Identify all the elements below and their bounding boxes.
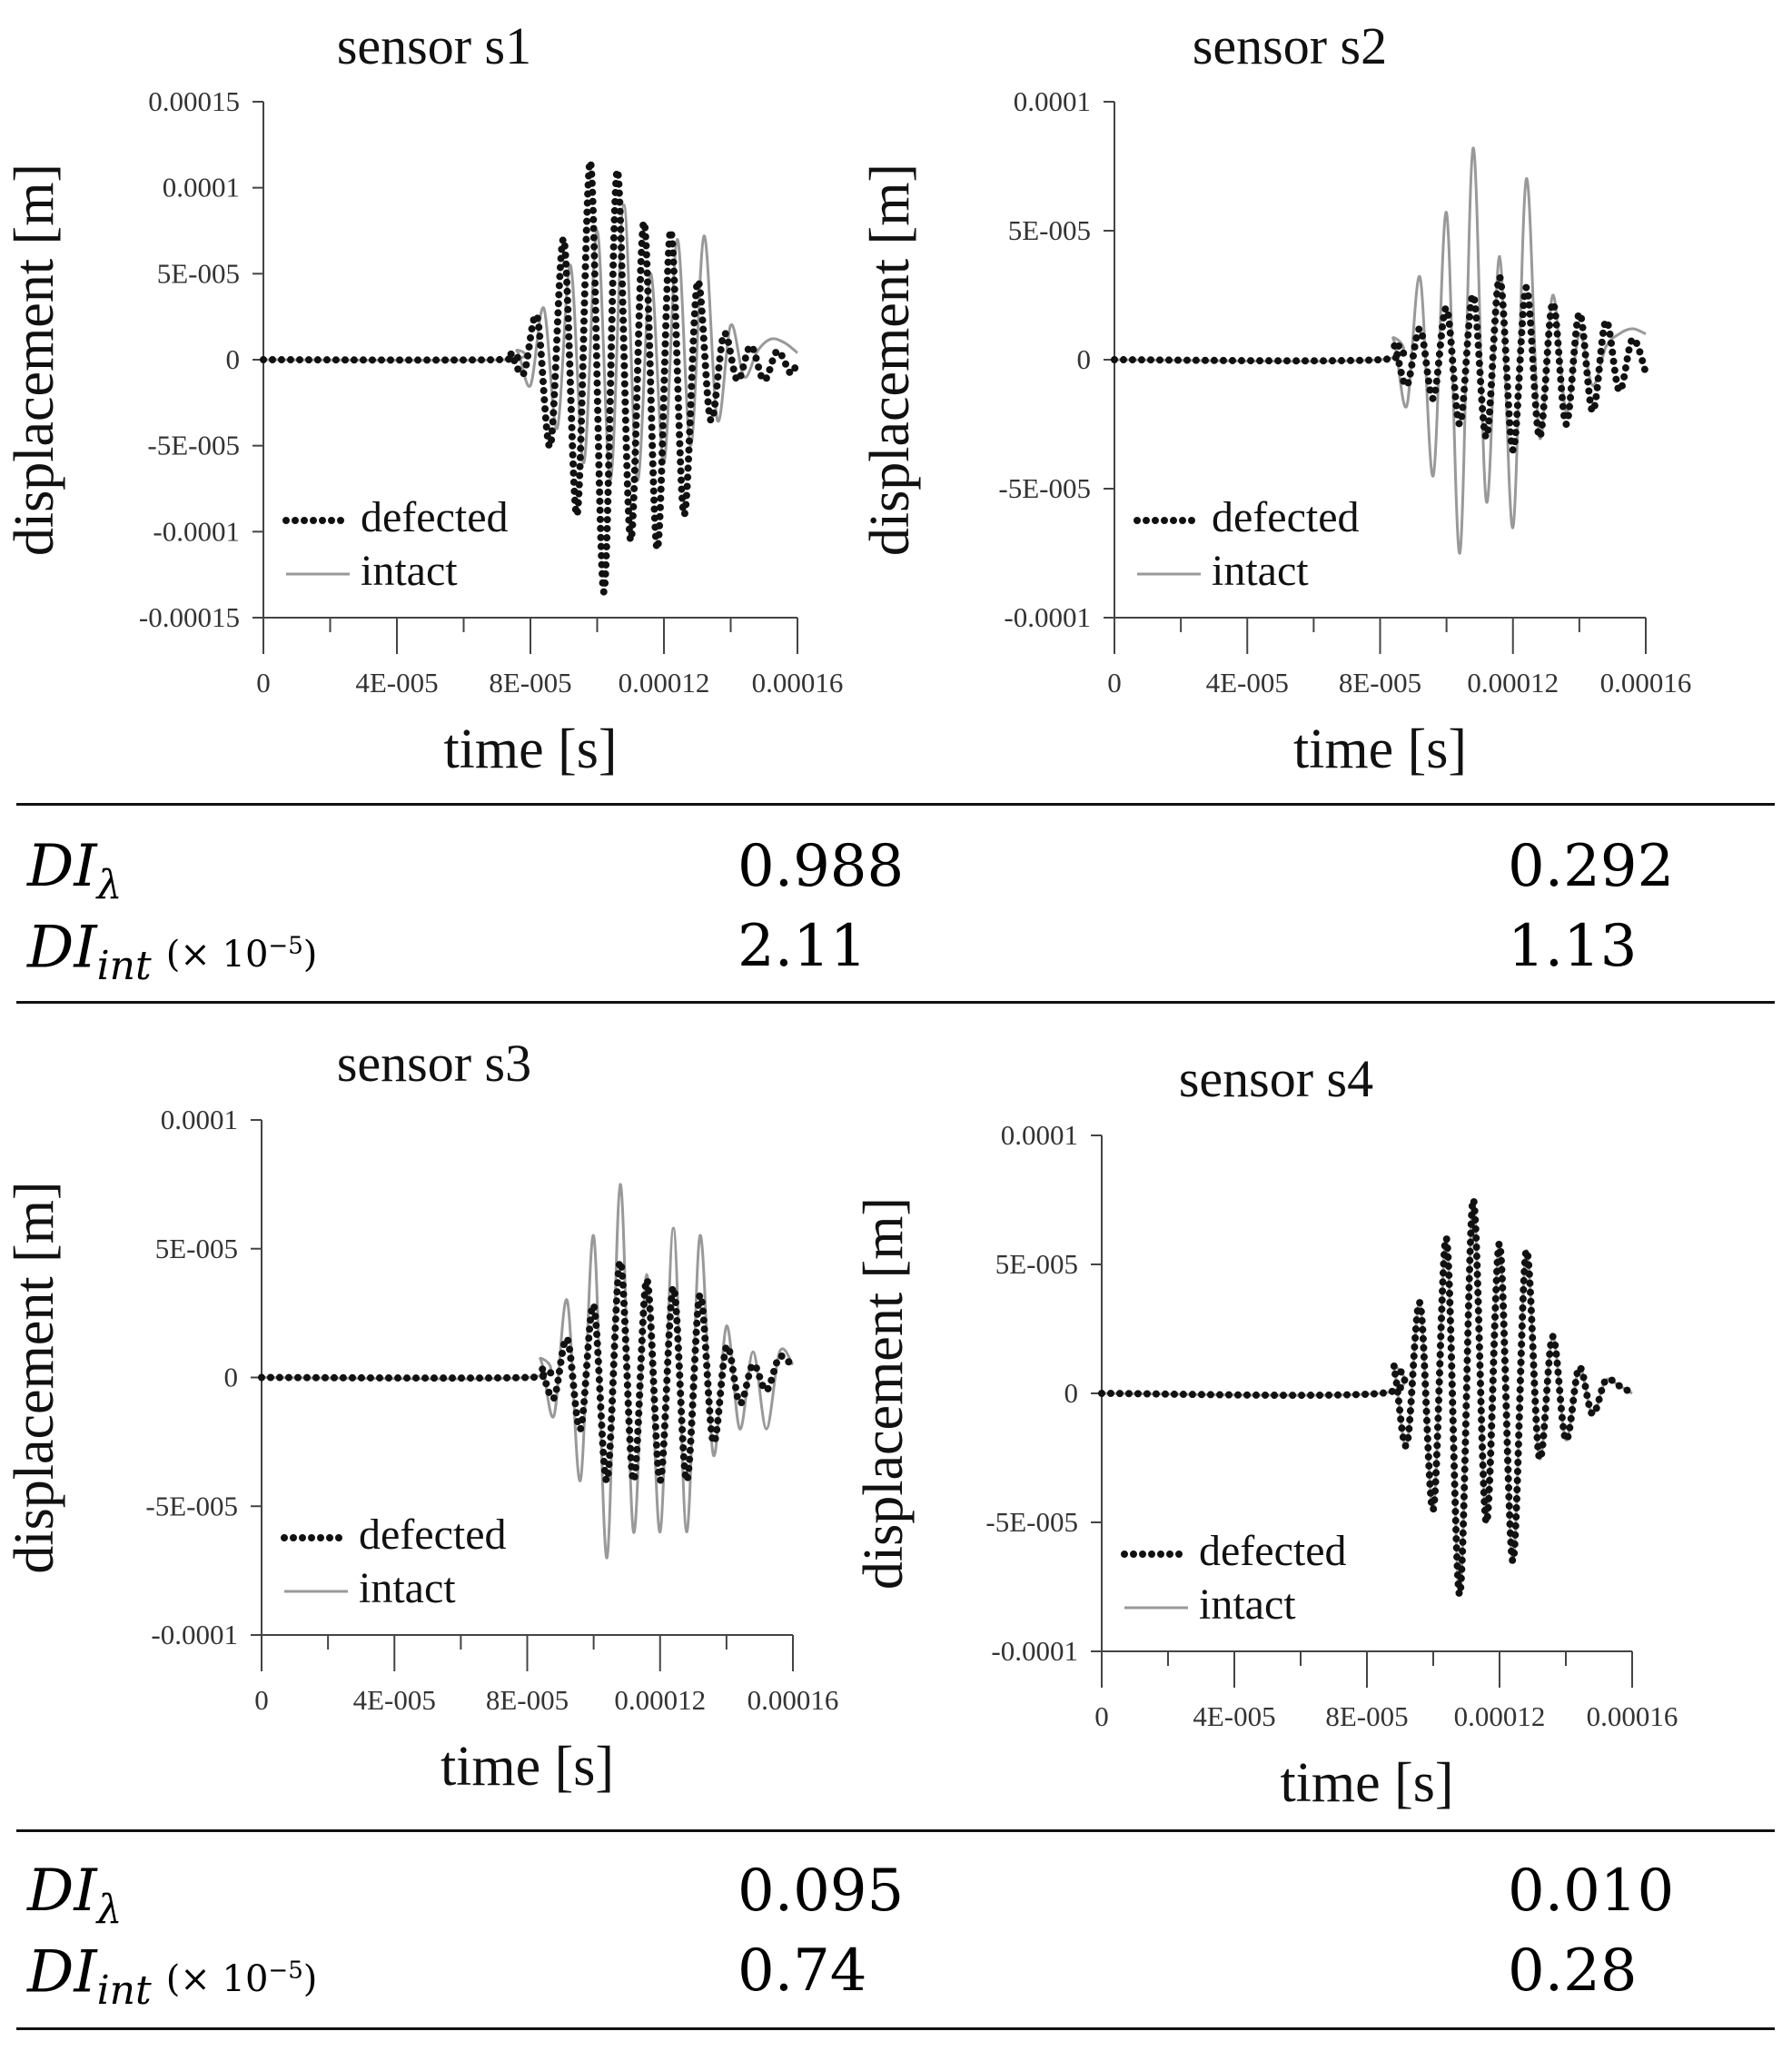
table-rule-top-2 <box>16 1829 1775 1832</box>
di-int-multiplier: (× 10−5) <box>165 1957 318 2001</box>
x-tick-label: 0.00012 <box>614 1684 706 1716</box>
di-int-s4: 0.28 <box>1508 1937 1638 2005</box>
chart-title: sensor s4 <box>1179 1049 1373 1108</box>
x-tick-label: 0.00016 <box>747 1684 839 1716</box>
di-int-s1: 2.11 <box>738 913 867 980</box>
y-tick-label: 0 <box>1064 1377 1079 1409</box>
x-tick-label: 0 <box>1107 667 1122 699</box>
x-tick-label: 0.00012 <box>1454 1700 1546 1732</box>
legend-label-defected: defected <box>361 493 509 541</box>
y-tick-label: 5E-005 <box>995 1248 1078 1280</box>
legend-label-intact: intact <box>359 1564 456 1612</box>
y-axis-label: displacement [m] <box>859 163 921 556</box>
legend-label-defected: defected <box>1212 493 1360 541</box>
x-tick-label: 8E-005 <box>489 667 571 699</box>
x-axis-label: time [s] <box>1293 718 1467 780</box>
chart-title: sensor s3 <box>337 1034 531 1093</box>
x-tick-label: 8E-005 <box>1325 1700 1408 1732</box>
y-tick-label: 0.00015 <box>148 85 240 117</box>
y-tick-label: -5E-005 <box>985 1506 1078 1538</box>
chart-sensor-s2: sensor s2 0.0001 5E-005 0 -5E-005 -0.0001 0 4E-… <box>859 16 1692 780</box>
y-tick-label: 0.0001 <box>163 172 240 203</box>
chart-sensor-s3: sensor s3 0.0001 5E-005 0 -5E-005 -0.0001 0 4E-… <box>4 1034 839 1798</box>
x-tick-label: 0.00012 <box>1467 667 1559 699</box>
di-int-multiplier: (× 10−5) <box>165 933 318 976</box>
x-tick-label: 0.00016 <box>752 667 844 699</box>
y-tick-label: 0.0001 <box>1001 1119 1078 1151</box>
legend-label-defected: defected <box>1199 1527 1347 1575</box>
di-int-s3: 0.74 <box>738 1937 867 2005</box>
y-tick-label: 5E-005 <box>1008 214 1091 246</box>
series-line-defected <box>260 158 801 596</box>
x-tick-label: 0.00016 <box>1587 1700 1678 1732</box>
chart-title: sensor s1 <box>337 16 531 75</box>
y-tick-label: -0.0001 <box>991 1635 1078 1667</box>
y-tick-label: -0.0001 <box>1004 601 1091 633</box>
y-tick-label: 0.0001 <box>161 1104 238 1135</box>
di-lambda-s1: 0.988 <box>738 833 905 900</box>
di-lambda-label: DIλ <box>27 1858 123 1933</box>
y-tick-label: -5E-005 <box>145 1490 238 1521</box>
x-tick-label: 8E-005 <box>486 1684 569 1716</box>
y-axis-label: displacement [m] <box>853 1197 915 1590</box>
x-axis-label: time [s] <box>1280 1752 1453 1814</box>
table-rule-top-1 <box>16 803 1775 806</box>
y-tick-label: -0.0001 <box>153 515 240 547</box>
di-lambda-s3: 0.095 <box>738 1858 905 1925</box>
di-int-label: DIint (× 10−5) <box>27 914 318 990</box>
di-int-row-2: DIint (× 10−5) 0.74 0.28 <box>27 1933 1753 2014</box>
y-tick-label: -0.00015 <box>139 601 240 633</box>
x-tick-label: 0 <box>254 1684 269 1716</box>
di-lambda-label: DIλ <box>27 833 123 908</box>
x-tick-label: 4E-005 <box>1206 667 1289 699</box>
series-line-defected <box>1111 273 1649 454</box>
di-lambda-row-2: DIλ 0.095 0.010 <box>27 1853 1753 1933</box>
x-tick-label: 0 <box>1094 1700 1109 1732</box>
x-tick-label: 4E-005 <box>353 1684 436 1716</box>
di-int-s2: 1.13 <box>1508 913 1638 980</box>
y-axis-label: displacement [m] <box>4 1181 65 1573</box>
x-tick-label: 8E-005 <box>1339 667 1421 699</box>
y-tick-label: 0 <box>226 343 241 375</box>
legend-label-intact: intact <box>1199 1580 1296 1629</box>
legend-label-defected: defected <box>359 1511 507 1559</box>
y-tick-label: 0.0001 <box>1014 85 1091 117</box>
x-tick-label: 4E-005 <box>355 667 438 699</box>
di-lambda-row-1: DIλ 0.988 0.292 <box>27 828 1753 908</box>
y-tick-label: -0.0001 <box>151 1619 238 1650</box>
legend-label-intact: intact <box>1212 547 1309 595</box>
di-int-label: DIint (× 10−5) <box>27 1938 318 2015</box>
chart-sensor-s1: sensor s1 0.00015 0.0001 5E-005 0 -5E-005 -0.0… <box>4 16 844 780</box>
y-tick-label: 0 <box>224 1362 239 1393</box>
series-line-defected <box>1098 1195 1636 1599</box>
di-lambda-s4: 0.010 <box>1508 1858 1675 1925</box>
y-axis-label: displacement [m] <box>4 163 65 556</box>
table-rule-bottom-2 <box>16 2027 1775 2030</box>
x-axis-label: time [s] <box>441 1736 614 1798</box>
legend-label-intact: intact <box>361 547 458 595</box>
chart-title: sensor s2 <box>1193 16 1387 75</box>
y-tick-label: -5E-005 <box>147 430 240 461</box>
x-axis-label: time [s] <box>443 718 617 780</box>
y-tick-label: 5E-005 <box>157 257 240 289</box>
series-line-intact <box>262 203 798 482</box>
table-rule-bottom-1 <box>16 1001 1775 1004</box>
x-tick-label: 0 <box>256 667 271 699</box>
x-tick-label: 0.00016 <box>1600 667 1692 699</box>
di-lambda-s2: 0.292 <box>1508 833 1675 900</box>
chart-sensor-s4: sensor s4 0.0001 5E-005 0 -5E-005 -0.0001 0 4E-… <box>853 1049 1678 1814</box>
y-tick-label: 5E-005 <box>155 1233 238 1264</box>
y-tick-label: 0 <box>1077 343 1092 375</box>
di-int-row-1: DIint (× 10−5) 2.11 1.13 <box>27 908 1753 989</box>
y-tick-label: -5E-005 <box>998 472 1091 504</box>
x-tick-label: 0.00012 <box>619 667 710 699</box>
series-line-defected <box>258 1257 797 1484</box>
x-tick-label: 4E-005 <box>1193 1700 1275 1732</box>
